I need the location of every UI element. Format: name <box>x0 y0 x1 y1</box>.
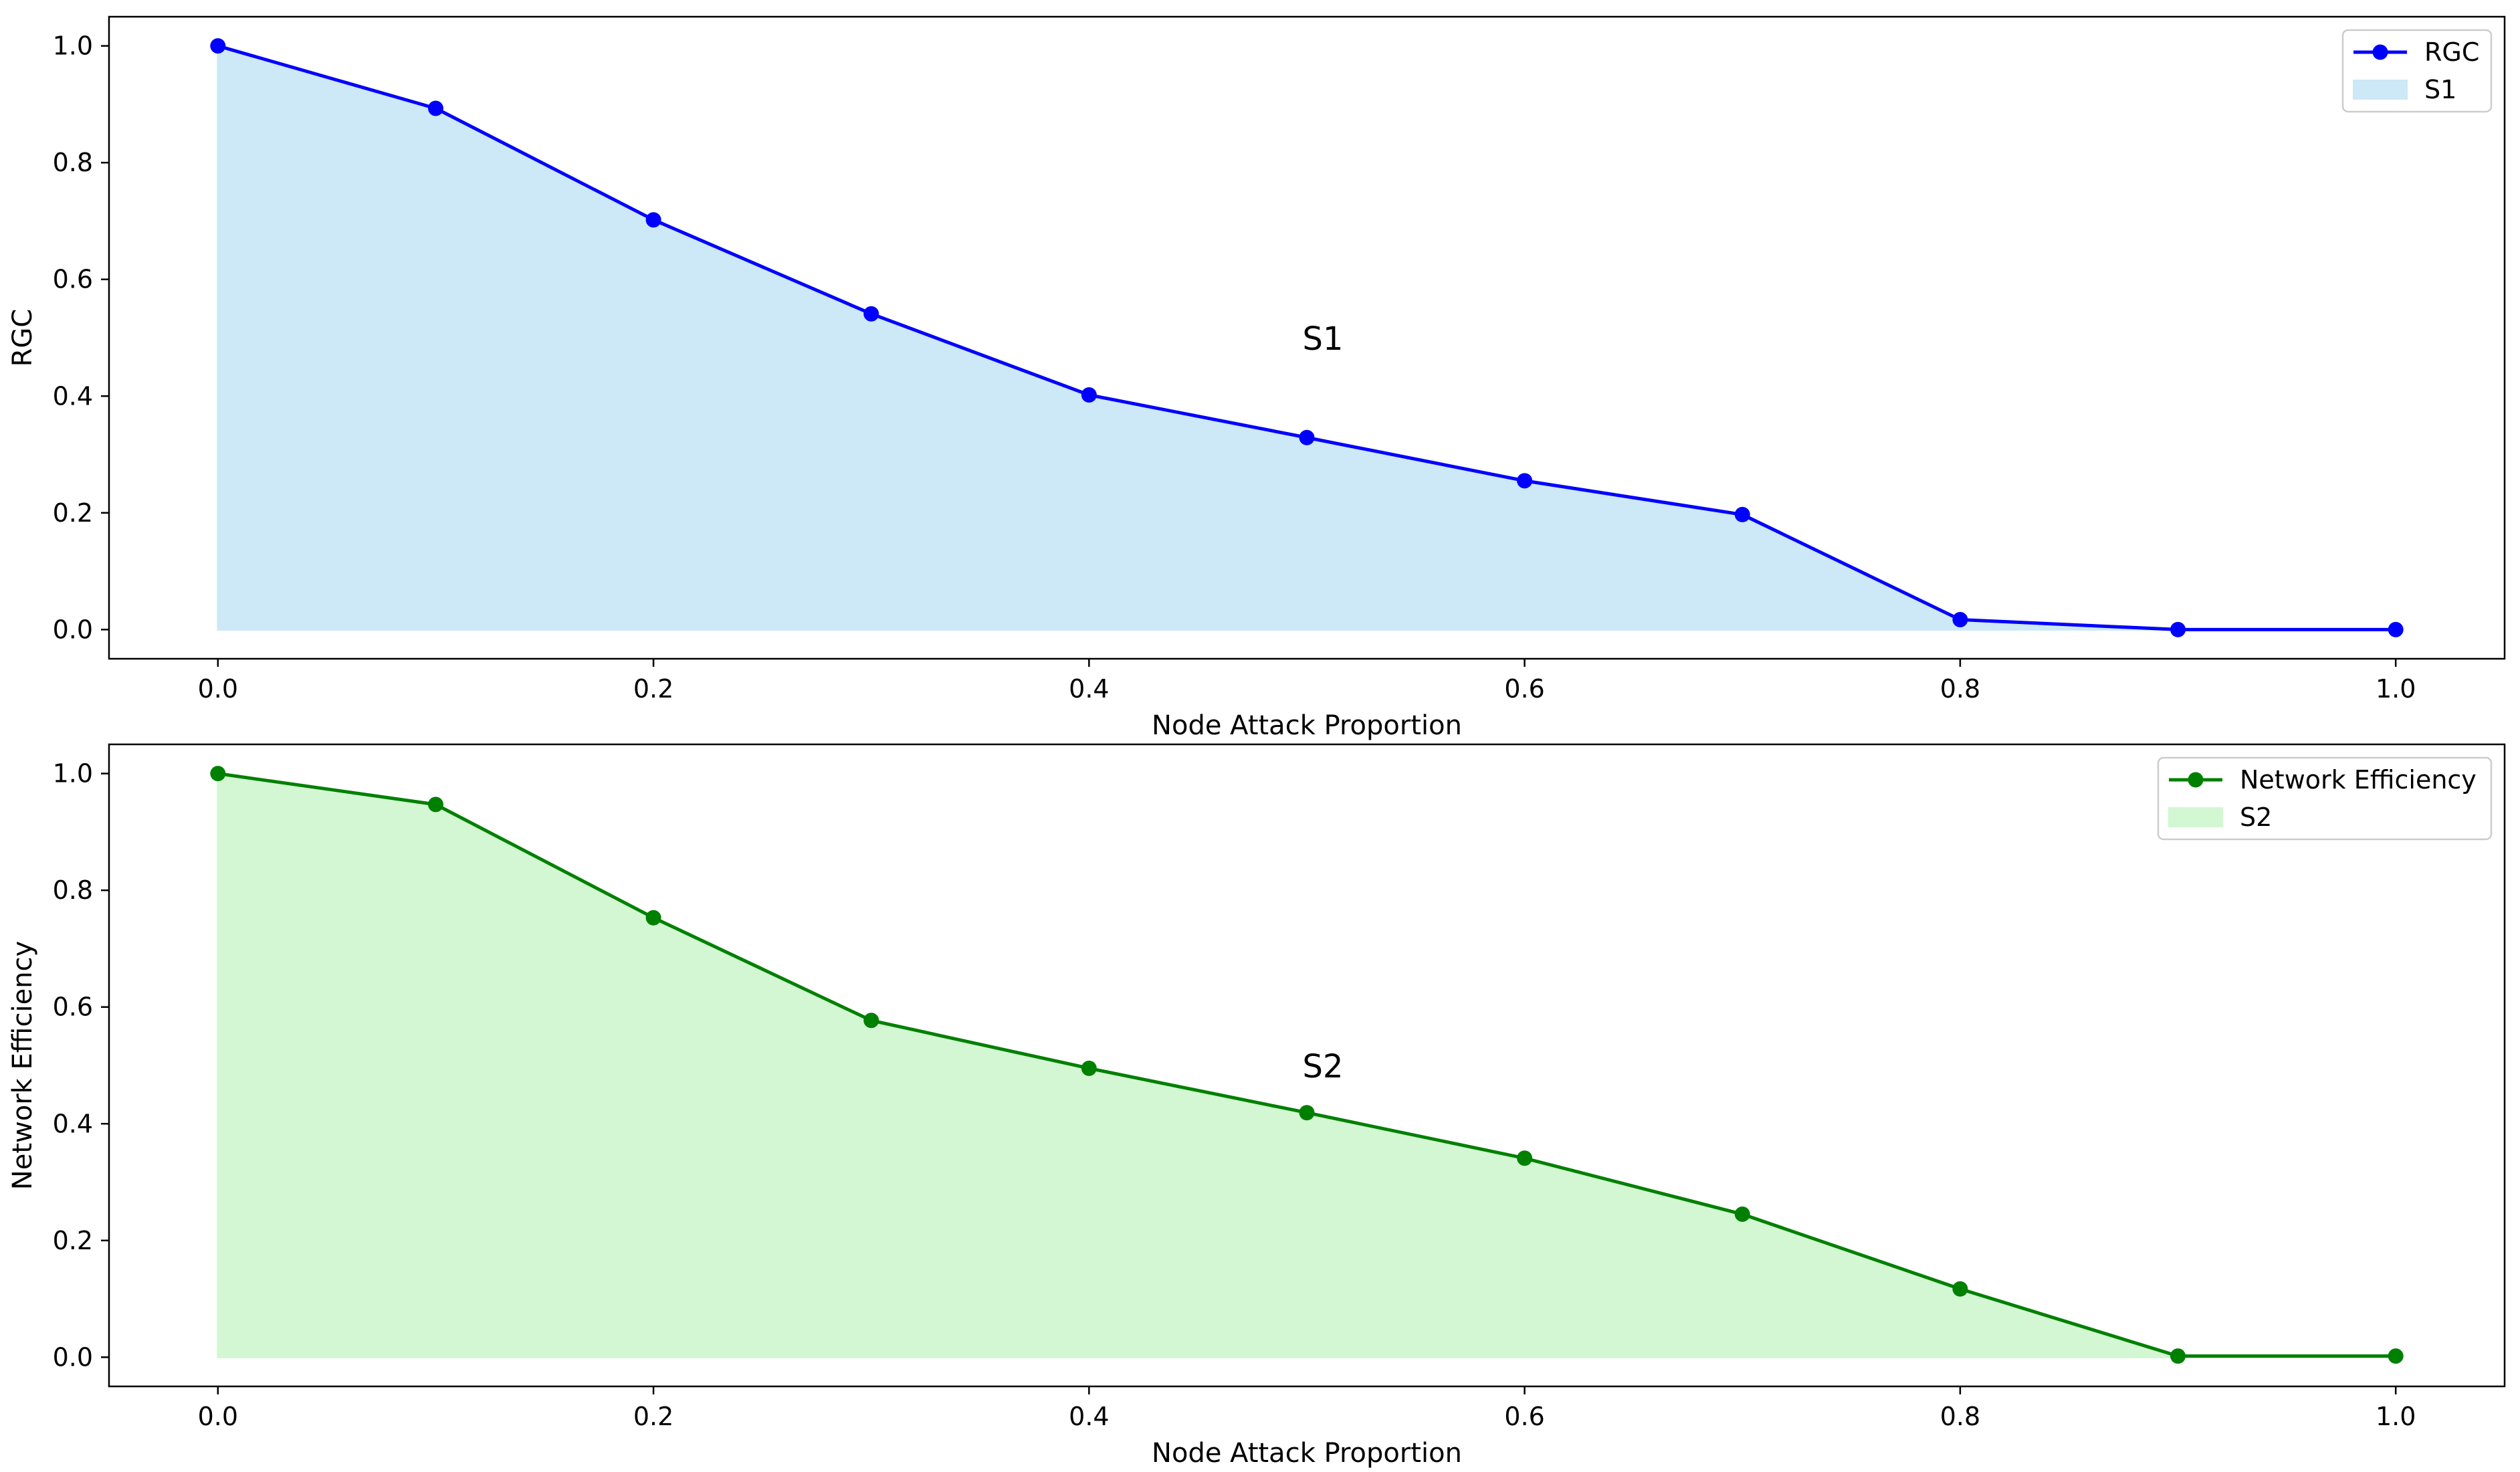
y-tick-label: 0.0 <box>53 1342 93 1372</box>
legend-box <box>2157 756 2493 841</box>
x-tick-label: 0.0 <box>198 674 238 704</box>
x-tick-label: 0.0 <box>198 1402 238 1431</box>
data-point <box>427 797 443 813</box>
data-point <box>1299 1105 1315 1121</box>
plot-frame <box>108 15 2506 660</box>
chart-panel-1: S1 0.0 0.2 0.4 0.6 0.8 1.0 0.0 0.2 0.4 0.6 0.8 1.0 No… <box>7 15 2506 741</box>
data-point <box>645 212 661 228</box>
x-tick-label: 0.6 <box>1504 674 1544 704</box>
plot-frame <box>108 743 2506 1388</box>
y-tick-label: 0.6 <box>53 992 93 1022</box>
area-annotation: S2 <box>1302 1048 1343 1085</box>
y-tick-label: 0.6 <box>53 265 93 294</box>
y-tick-label: 0.2 <box>53 498 93 528</box>
data-point <box>1734 506 1750 522</box>
x-tick-label: 0.2 <box>633 674 673 704</box>
data-point <box>863 1013 879 1029</box>
legend-entry-fill: S2 <box>2240 803 2272 832</box>
data-point <box>1952 1281 1968 1297</box>
y-tick-label: 0.8 <box>53 875 93 905</box>
data-point <box>645 910 661 926</box>
data-point <box>1299 429 1315 445</box>
data-point <box>863 306 879 322</box>
data-point <box>1517 1150 1533 1166</box>
y-tick-label: 0.0 <box>53 615 93 644</box>
x-axis-label: Node Attack Proportion <box>1152 710 1462 741</box>
x-tick-label: 0.2 <box>633 1402 673 1431</box>
data-point <box>427 100 443 116</box>
legend-entry-line: RGC <box>2424 37 2479 67</box>
y-tick-label: 1.0 <box>53 759 93 788</box>
x-tick-label: 0.4 <box>1069 674 1109 704</box>
x-tick-label: 0.8 <box>1940 674 1980 704</box>
data-point <box>2388 1348 2404 1364</box>
legend-entry-fill: S1 <box>2424 75 2456 104</box>
y-tick-label: 0.8 <box>53 148 93 177</box>
legend-marker-swatch <box>2188 772 2204 788</box>
x-tick-label: 0.6 <box>1504 1402 1544 1431</box>
y-tick-label: 0.4 <box>53 381 93 411</box>
y-tick-label: 0.4 <box>53 1109 93 1138</box>
y-tick-label: 0.2 <box>53 1226 93 1255</box>
y-axis-label: RGC <box>7 309 38 367</box>
legend-entry-line: Network Efficiency <box>2240 765 2477 795</box>
y-axis-label: Network Efficiency <box>7 941 38 1190</box>
data-point <box>2170 1348 2186 1364</box>
data-point <box>210 766 226 782</box>
data-point <box>2388 621 2404 637</box>
legend: Network Efficiency S2 <box>2157 756 2493 841</box>
data-point <box>1517 473 1533 489</box>
legend-fill-swatch <box>2168 807 2223 827</box>
x-tick-label: 1.0 <box>2376 1402 2416 1431</box>
data-point <box>1734 1206 1750 1223</box>
legend-marker-swatch <box>2372 44 2388 60</box>
x-axis-label: Node Attack Proportion <box>1152 1438 1462 1469</box>
data-point <box>1952 612 1968 628</box>
legend-fill-swatch <box>2353 80 2408 100</box>
x-tick-label: 1.0 <box>2376 674 2416 704</box>
y-tick-label: 1.0 <box>53 31 93 61</box>
legend: RGC S1 <box>2341 29 2493 113</box>
x-tick-label: 0.8 <box>1940 1402 1980 1431</box>
area-annotation: S1 <box>1302 320 1343 358</box>
data-point <box>2170 621 2186 637</box>
x-tick-label: 0.4 <box>1069 1402 1109 1431</box>
data-point <box>1081 1060 1097 1076</box>
chart-panel-2: S2 0.0 0.2 0.4 0.6 0.8 1.0 0.0 0.2 0.4 0.6 0.8 1.0 No… <box>7 743 2506 1469</box>
data-point <box>1081 387 1097 403</box>
data-point <box>210 38 226 54</box>
